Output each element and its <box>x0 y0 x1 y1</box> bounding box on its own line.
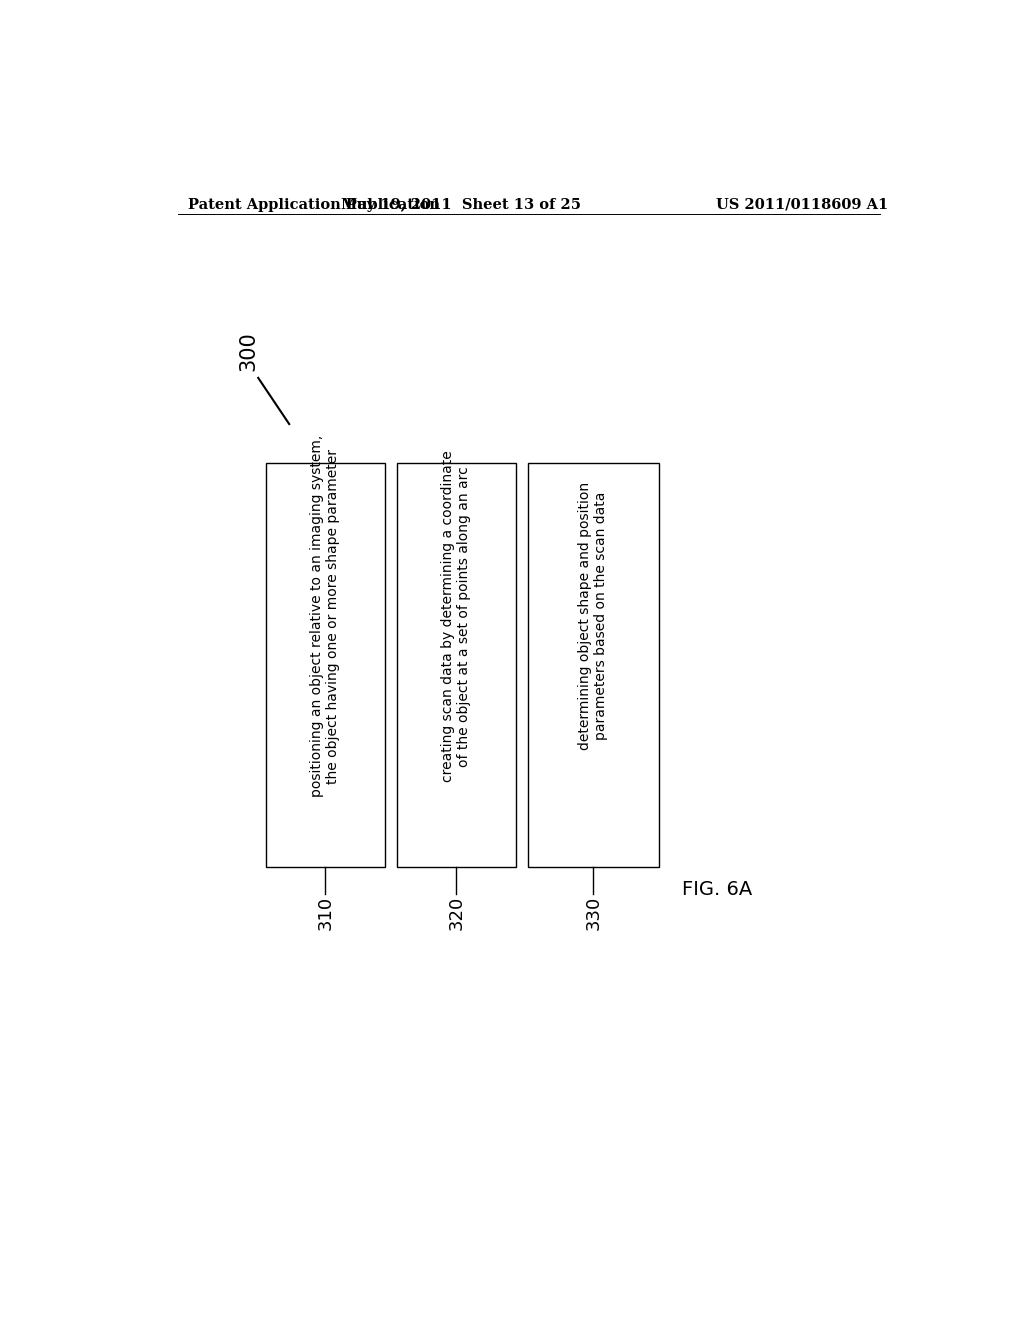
Bar <box>528 462 658 867</box>
Text: 330: 330 <box>585 896 602 931</box>
Text: Patent Application Publication: Patent Application Publication <box>188 198 440 211</box>
Bar <box>266 462 385 867</box>
Text: creating scan data by determining a coordinate
of the object at a set of points : creating scan data by determining a coor… <box>441 450 471 781</box>
Text: determining object shape and position
parameters based on the scan data: determining object shape and position pa… <box>579 482 608 750</box>
Text: May 19, 2011  Sheet 13 of 25: May 19, 2011 Sheet 13 of 25 <box>341 198 582 211</box>
Text: 310: 310 <box>316 896 334 931</box>
Text: FIG. 6A: FIG. 6A <box>682 880 752 899</box>
Text: 300: 300 <box>239 331 258 371</box>
Text: US 2011/0118609 A1: US 2011/0118609 A1 <box>716 198 889 211</box>
Bar <box>397 462 515 867</box>
Text: 320: 320 <box>447 896 465 931</box>
Text: positioning an object relative to an imaging system,
the object having one or mo: positioning an object relative to an ima… <box>310 436 340 797</box>
